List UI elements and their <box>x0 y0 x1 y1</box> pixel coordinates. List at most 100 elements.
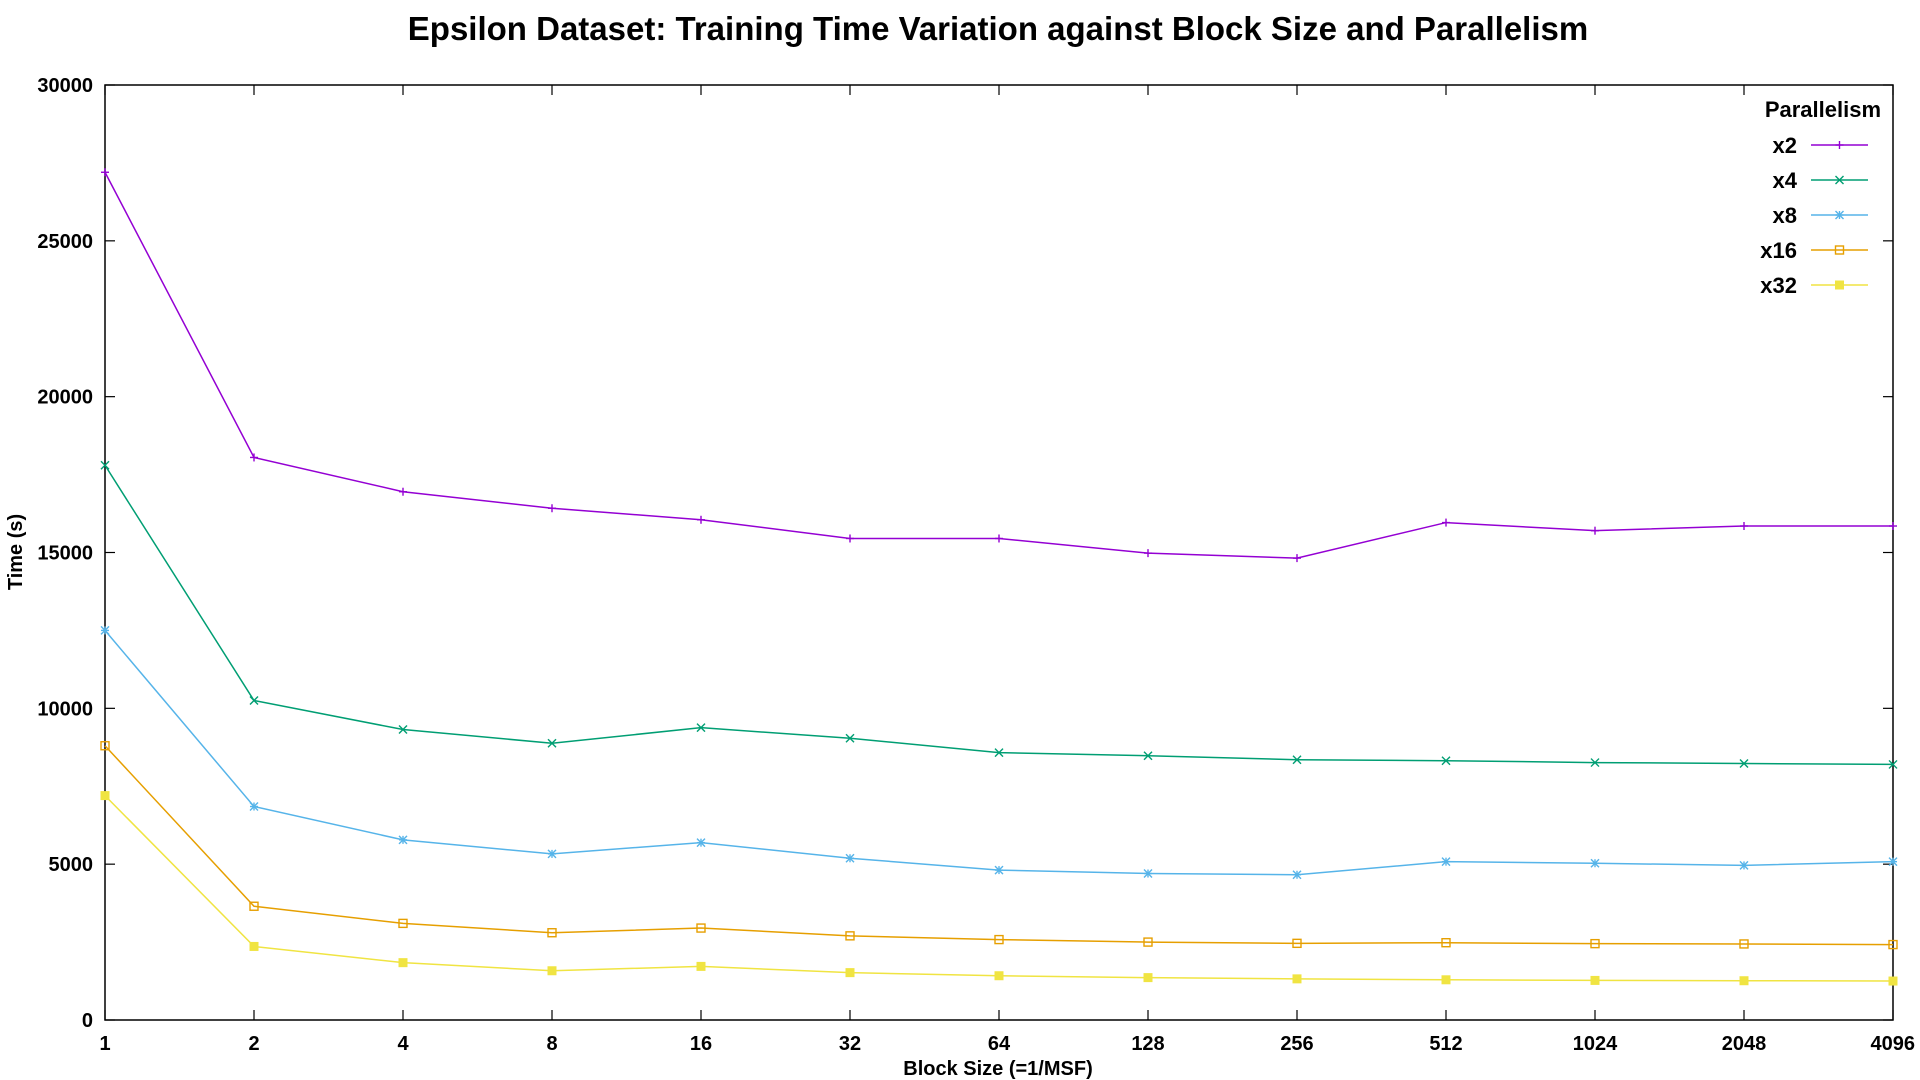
data-point-x32 <box>398 958 408 968</box>
data-point-x32 <box>1888 976 1898 986</box>
y-tick-label: 25000 <box>37 231 93 253</box>
data-point-x4 <box>845 733 855 743</box>
data-point-x16 <box>1292 938 1302 949</box>
data-point-x4 <box>398 725 408 735</box>
series-x16 <box>100 741 1898 950</box>
data-point-x2 <box>399 487 407 496</box>
legend-entry-x4: x4 <box>1773 168 1868 193</box>
data-point-x4 <box>249 696 259 706</box>
data-point-x32 <box>1292 974 1302 984</box>
y-tick-label: 0 <box>82 1010 93 1032</box>
data-point-x8 <box>249 802 259 812</box>
data-point-x8 <box>994 865 1004 875</box>
data-point-x2 <box>1442 518 1450 527</box>
x-axis: 1 2 4 8 16 32 64 128 256 512 1024 2048 4096 <box>99 85 1915 1055</box>
legend-label: x4 <box>1773 168 1798 193</box>
chart-title: Epsilon Dataset: Training Time Variation… <box>408 10 1588 47</box>
data-point-x16 <box>845 931 855 941</box>
series-layer <box>100 168 1898 986</box>
x-tick-label: 512 <box>1429 1033 1462 1055</box>
y-tick-label: 15000 <box>37 543 93 565</box>
y-axis: 0 5000 10000 15000 20000 25000 30000 <box>37 75 1893 1032</box>
legend-swatch-marker <box>1835 141 1844 149</box>
plot-frame <box>104 84 1894 1021</box>
data-point-x2 <box>1144 549 1152 558</box>
series-line-x32 <box>104 795 1894 982</box>
legend-swatch-marker <box>1834 245 1845 255</box>
data-point-x4 <box>1143 751 1153 761</box>
data-point-x8 <box>547 849 557 859</box>
data-point-x4 <box>696 723 706 733</box>
data-point-x4 <box>1590 758 1600 768</box>
data-point-x2 <box>846 534 854 543</box>
x-tick-label: 128 <box>1131 1033 1164 1055</box>
data-point-x4 <box>1739 759 1749 768</box>
data-point-x16 <box>1441 938 1451 948</box>
legend-label: x16 <box>1760 238 1797 263</box>
series-line-x4 <box>104 464 1894 766</box>
x-tick-label: 32 <box>839 1033 861 1055</box>
data-point-x32 <box>1143 973 1153 983</box>
data-point-x8 <box>1888 857 1898 867</box>
x-tick-label: 8 <box>546 1033 557 1055</box>
legend-label: x32 <box>1760 273 1797 298</box>
data-point-x2 <box>101 168 109 177</box>
data-point-x16 <box>100 741 110 751</box>
data-point-x32 <box>1441 975 1451 985</box>
data-point-x32 <box>845 968 855 978</box>
data-point-x32 <box>249 941 259 951</box>
data-point-x16 <box>994 934 1004 945</box>
data-point-x32 <box>1739 976 1749 986</box>
data-point-x4 <box>1888 759 1898 769</box>
series-x8 <box>100 625 1898 880</box>
series-x2 <box>101 168 1897 563</box>
data-point-x32 <box>547 966 557 976</box>
legend-entry-x32: x32 <box>1760 273 1868 298</box>
y-axis-label: Time (s) <box>5 514 27 590</box>
data-point-x32 <box>696 961 706 971</box>
legend-label: x8 <box>1773 203 1797 228</box>
data-point-x8 <box>1590 858 1600 868</box>
data-point-x2 <box>1889 522 1897 531</box>
data-point-x2 <box>1293 554 1301 563</box>
data-point-x8 <box>845 853 855 863</box>
data-point-x32 <box>1590 975 1600 985</box>
series-line-x16 <box>104 745 1894 946</box>
data-point-x16 <box>1888 939 1898 950</box>
legend-title: Parallelism <box>1765 97 1881 122</box>
data-point-x8 <box>1143 869 1153 879</box>
series-x32 <box>100 791 1898 986</box>
data-point-x2 <box>250 453 258 462</box>
data-point-x4 <box>100 460 110 470</box>
data-point-x8 <box>696 838 706 848</box>
legend-swatch-marker <box>1835 210 1844 220</box>
x-tick-label: 2048 <box>1722 1033 1767 1055</box>
data-point-x16 <box>547 928 557 938</box>
legend-entry-x2: x2 <box>1773 133 1868 158</box>
data-point-x16 <box>249 901 259 911</box>
y-tick-label: 10000 <box>37 698 93 720</box>
data-point-x2 <box>1740 522 1748 531</box>
x-axis-label: Block Size (=1/MSF) <box>903 1058 1093 1080</box>
legend-entry-x16: x16 <box>1760 238 1868 263</box>
x-tick-label: 16 <box>690 1033 712 1055</box>
data-point-x4 <box>994 748 1004 758</box>
data-point-x8 <box>1739 860 1749 870</box>
data-point-x8 <box>398 835 408 845</box>
data-point-x8 <box>1292 870 1302 880</box>
series-line-x2 <box>104 171 1893 559</box>
data-point-x4 <box>1292 755 1302 765</box>
x-tick-label: 4096 <box>1871 1033 1916 1055</box>
data-point-x8 <box>1441 857 1451 867</box>
data-point-x2 <box>1591 526 1599 535</box>
data-point-x4 <box>1441 756 1451 766</box>
y-tick-label: 30000 <box>37 75 93 97</box>
data-point-x2 <box>995 534 1003 543</box>
legend: Parallelism x2 x4 x8 x16 x32 <box>1760 97 1881 298</box>
data-point-x16 <box>1590 938 1600 949</box>
data-point-x16 <box>1739 939 1749 949</box>
data-point-x2 <box>697 515 705 524</box>
data-point-x4 <box>547 738 557 748</box>
x-tick-label: 4 <box>397 1033 409 1055</box>
